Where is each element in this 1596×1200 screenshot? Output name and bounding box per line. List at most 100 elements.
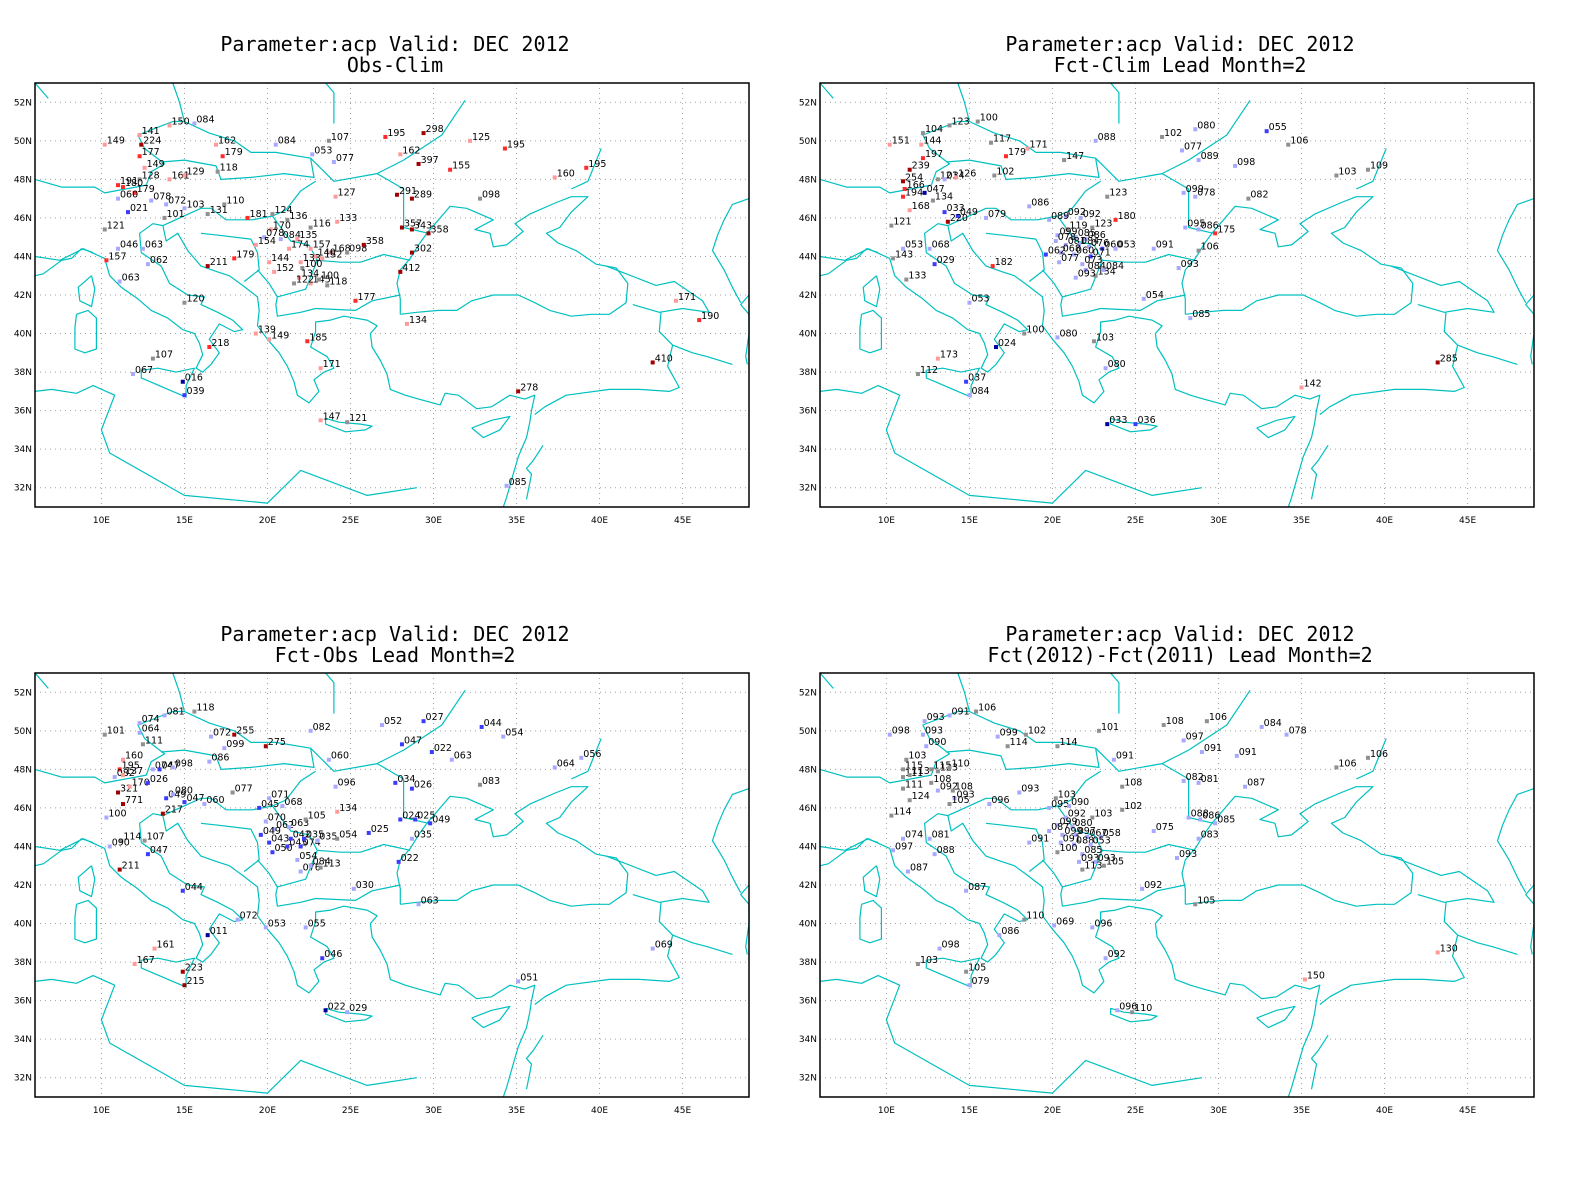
coastline-path: [957, 82, 970, 122]
coastline-path: [34, 248, 94, 277]
coastline-path: [310, 747, 429, 824]
station-value: 285: [1440, 353, 1458, 364]
station-marker: [1181, 190, 1186, 195]
station-marker: [396, 859, 401, 864]
station-marker: [1299, 385, 1304, 390]
coastline-path: [819, 385, 1202, 504]
station-marker: [989, 140, 994, 145]
station-value: 091: [1156, 240, 1174, 251]
station-marker: [1072, 252, 1077, 257]
station-value: 124: [274, 205, 292, 216]
station-value: 321: [120, 783, 138, 794]
station-marker: [1199, 750, 1204, 755]
station-marker: [117, 867, 122, 872]
station-marker: [901, 836, 906, 841]
station-marker: [1093, 273, 1098, 278]
station-value: 123: [952, 116, 970, 127]
station-value: 049: [960, 207, 978, 218]
station-map: 10E 15E 20E 25E 30E 35E 40E 45E 32N 34N 36N 38N 40N 4…: [14, 82, 750, 526]
station-value: 217: [165, 805, 183, 816]
map-frame: [819, 82, 1535, 508]
station-marker: [930, 198, 935, 203]
station-value: 161: [157, 940, 175, 951]
station-value: 096: [1119, 1001, 1137, 1012]
lon-tick-label: 35E: [508, 516, 525, 526]
grid-lines: [820, 83, 1534, 507]
station-value: 175: [1217, 224, 1235, 235]
station-value: 092: [1144, 880, 1162, 891]
station-marker: [478, 782, 483, 787]
station-marker: [935, 788, 940, 793]
lat-tick-label: 40N: [799, 920, 817, 930]
station-marker: [288, 836, 293, 841]
station-marker: [952, 796, 957, 801]
station-marker: [320, 256, 325, 261]
station-marker: [140, 742, 145, 747]
station-value: 098: [1237, 157, 1255, 168]
station-value: 063: [291, 818, 309, 829]
station-value: 077: [1184, 141, 1202, 152]
station-value: 168: [333, 244, 351, 255]
station-marker: [1130, 1010, 1135, 1015]
station-marker: [121, 757, 126, 762]
lon-tick-label: 15E: [961, 516, 978, 526]
station-marker: [263, 744, 268, 749]
station-value: 049: [432, 814, 450, 825]
station-value: 016: [185, 373, 203, 384]
coastline-path: [525, 1034, 544, 1090]
station-marker: [927, 246, 932, 251]
station-marker: [121, 185, 126, 190]
station-marker: [303, 817, 308, 822]
lat-tick-label: 44N: [14, 842, 32, 852]
station-value: 103: [1094, 809, 1112, 820]
station-marker: [310, 152, 315, 157]
station-marker: [316, 277, 321, 282]
station-marker: [1027, 840, 1032, 845]
station-marker: [468, 138, 473, 143]
station-marker: [920, 131, 925, 136]
station-value: 115: [933, 760, 951, 771]
station-value: 162: [218, 136, 236, 147]
station-marker: [1065, 227, 1070, 232]
station-marker: [409, 836, 414, 841]
station-value: 084: [971, 386, 989, 397]
station-marker: [1101, 267, 1106, 272]
panel-title-line1: Parameter:acp Valid: DEC 2012: [1005, 622, 1355, 646]
coastline-path: [711, 788, 750, 893]
station-value: 155: [452, 161, 470, 172]
station-marker: [964, 888, 969, 893]
station-value: 093: [956, 789, 974, 800]
station-marker: [964, 969, 969, 974]
station-value: 093: [1179, 849, 1197, 860]
station-marker: [1090, 815, 1095, 820]
station-marker: [1078, 215, 1083, 220]
lon-tick-label: 20E: [259, 1106, 276, 1116]
station-marker: [253, 242, 258, 247]
station-value: 093: [1078, 269, 1096, 280]
station-marker: [984, 215, 989, 220]
map-frame: [819, 672, 1535, 1098]
station-value: 125: [472, 132, 490, 143]
lon-tick-label: 35E: [1293, 1106, 1310, 1116]
station-value: 147: [1066, 151, 1084, 162]
station-marker: [552, 175, 557, 180]
station-value: 099: [1059, 816, 1077, 827]
station-marker: [182, 173, 187, 178]
station-value: 086: [1201, 220, 1219, 231]
station-value: 072: [168, 195, 186, 206]
station-marker: [1003, 154, 1008, 159]
station-marker: [932, 262, 937, 267]
station-marker: [935, 177, 940, 182]
station-marker: [280, 803, 285, 808]
station-marker: [501, 734, 506, 739]
station-value: 123: [1109, 188, 1127, 199]
station-marker: [335, 836, 340, 841]
lat-tick-label: 48N: [799, 175, 817, 185]
lon-tick-label: 30E: [425, 1106, 442, 1116]
station-value: 025: [417, 810, 435, 821]
station-value: 120: [186, 294, 204, 305]
station-marker: [1103, 366, 1108, 371]
station-marker: [1080, 867, 1085, 872]
station-marker: [380, 723, 385, 728]
lat-tick-label: 32N: [799, 1074, 817, 1084]
